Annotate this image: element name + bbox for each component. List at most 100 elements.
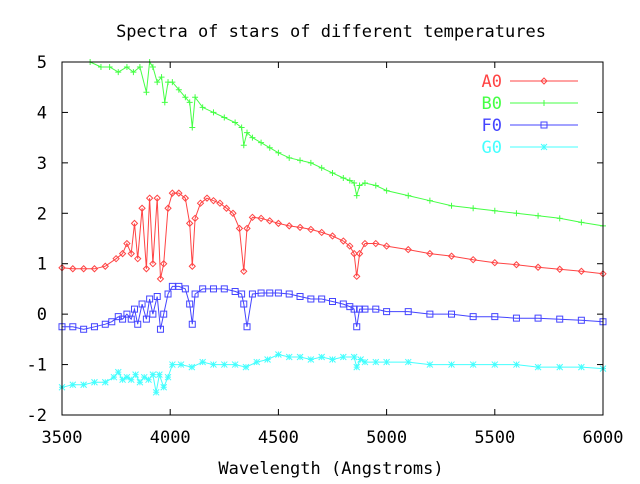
data-point — [426, 361, 434, 368]
data-point — [130, 69, 137, 76]
data-point — [469, 361, 477, 368]
data-point — [191, 214, 199, 223]
x-tick-label: 6000 — [583, 428, 624, 448]
data-point — [491, 207, 498, 214]
legend-entry-a0: A0 — [482, 72, 578, 92]
data-point — [296, 223, 304, 232]
data-point — [266, 217, 274, 225]
data-point — [248, 213, 257, 222]
y-tick-label: 0 — [37, 305, 47, 325]
data-point — [149, 260, 157, 268]
data-point — [229, 209, 237, 217]
data-point — [186, 300, 194, 308]
data-point — [153, 194, 161, 202]
legend-label: F0 — [482, 116, 502, 136]
data-point — [140, 373, 148, 381]
data-point — [274, 219, 283, 228]
data-point — [156, 371, 163, 379]
data-point — [339, 237, 348, 245]
data-point — [372, 358, 380, 366]
data-point — [182, 94, 189, 101]
data-point — [164, 290, 172, 298]
data-point — [149, 310, 157, 318]
data-point — [69, 381, 77, 389]
data-point — [238, 290, 246, 298]
data-point — [383, 308, 391, 316]
data-point — [285, 290, 293, 298]
data-point — [114, 368, 122, 376]
data-point — [599, 318, 607, 326]
x-tick-label: 4000 — [150, 428, 191, 448]
series-b0 — [87, 59, 606, 229]
data-point — [285, 222, 293, 230]
data-point — [169, 361, 176, 368]
data-point — [189, 124, 196, 131]
data-point — [329, 169, 336, 176]
plot-area — [58, 59, 607, 396]
data-point — [556, 215, 563, 222]
data-point — [361, 180, 368, 187]
data-point — [161, 99, 168, 106]
axes: 3500 4000 4500 5000 5500 6000 -2 -1 0 1 2 3 4 5 — [27, 53, 624, 448]
data-point — [80, 325, 88, 333]
data-point — [192, 94, 199, 101]
data-point — [243, 323, 251, 331]
data-point — [361, 239, 369, 248]
data-point — [577, 316, 585, 324]
data-point — [264, 356, 271, 363]
data-point — [175, 86, 182, 93]
data-point — [447, 252, 456, 260]
data-point — [188, 363, 196, 371]
series-g0 — [58, 351, 607, 396]
data-point — [243, 224, 251, 233]
data-point — [240, 142, 247, 149]
data-point — [469, 313, 477, 321]
data-point — [383, 358, 390, 366]
data-point — [145, 194, 154, 202]
data-point — [353, 323, 361, 331]
data-point — [372, 239, 380, 248]
data-point — [130, 305, 138, 313]
data-point — [138, 300, 146, 308]
data-point — [257, 214, 265, 223]
data-point — [578, 219, 585, 226]
data-point — [158, 74, 165, 81]
data-point — [353, 192, 360, 199]
data-point — [127, 376, 135, 384]
x-tick-label: 3500 — [42, 428, 83, 448]
data-point — [216, 199, 224, 207]
data-point — [110, 373, 118, 381]
data-point — [221, 114, 228, 121]
data-point — [101, 320, 109, 328]
data-point — [426, 197, 433, 204]
x-tick-label: 5500 — [474, 428, 515, 448]
data-point — [112, 254, 120, 263]
legend-marker — [540, 143, 548, 151]
data-point — [351, 180, 358, 187]
data-point — [512, 314, 520, 322]
data-point — [209, 285, 217, 293]
data-point — [355, 249, 364, 258]
y-tick-label: 2 — [37, 204, 47, 224]
data-point — [132, 371, 139, 379]
data-point — [114, 313, 122, 321]
data-point — [101, 378, 109, 386]
data-point — [149, 371, 157, 379]
data-point — [578, 363, 585, 371]
y-tick-label: 3 — [37, 154, 47, 174]
data-point — [146, 295, 154, 303]
data-point — [210, 109, 217, 116]
data-point — [266, 289, 274, 297]
data-point — [534, 314, 542, 322]
data-point — [513, 210, 520, 217]
data-point — [307, 225, 315, 234]
data-point — [357, 356, 364, 363]
data-point — [329, 298, 336, 306]
data-point — [136, 64, 143, 71]
data-point — [556, 363, 564, 371]
y-tick-label: -2 — [27, 406, 47, 426]
data-point — [90, 323, 98, 331]
data-point — [153, 292, 161, 300]
data-point — [123, 310, 131, 318]
